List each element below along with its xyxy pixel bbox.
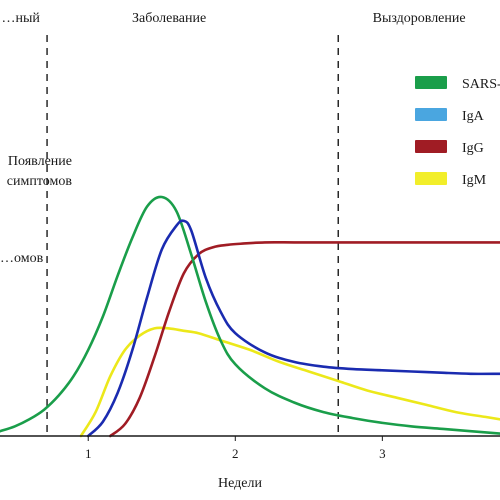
phase-boundaries — [46, 35, 339, 436]
legend-label-sars-c: SARS-C… — [462, 77, 500, 92]
legend-swatch-igg — [415, 140, 447, 153]
legend: SARS-C… IgA IgG IgM — [415, 76, 500, 188]
phase-label-0: …ный — [1, 11, 40, 26]
legend-swatch-sars-c — [415, 76, 447, 89]
legend-label-igm: IgM — [462, 173, 487, 188]
series-line-igm — [79, 326, 500, 438]
annotation-1: Появление симптомов — [7, 154, 73, 189]
legend-swatch-igm — [415, 172, 447, 185]
series-line-iga — [86, 219, 500, 438]
series-lines — [0, 195, 500, 438]
phase-labels: …ный Заболевание Выздоровление — [1, 11, 465, 26]
annotation-2: …омов — [0, 251, 44, 266]
x-tick-label-1: 1 — [85, 446, 92, 461]
phase-label-1: Заболевание — [132, 11, 206, 26]
x-axis-ticks: 1 2 3 — [85, 436, 386, 461]
legend-label-iga: IgA — [462, 109, 485, 124]
legend-swatch-iga — [415, 108, 447, 121]
legend-label-igg: IgG — [462, 141, 484, 156]
annotation-1-line-0: Появление — [8, 154, 72, 169]
annotation-1-line-1: симптомов — [7, 174, 73, 189]
series-line-sars-c — [0, 195, 500, 435]
phase-label-2: Выздоровление — [373, 11, 466, 26]
annotations: Появление симптомов …омов — [0, 154, 72, 266]
x-axis-label: Недели — [218, 476, 262, 491]
x-tick-label-2: 2 — [232, 446, 239, 461]
series-line-igg — [109, 241, 500, 438]
annotation-2-line-0: …омов — [0, 251, 44, 266]
x-tick-label-3: 3 — [379, 446, 386, 461]
